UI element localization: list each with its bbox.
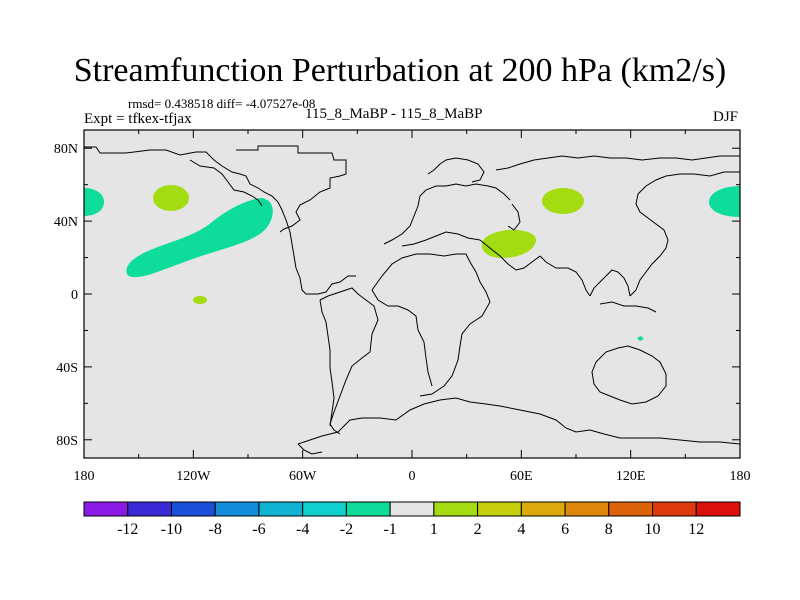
coastline-greenland [236, 145, 347, 233]
colorbar-swatch [564, 501, 610, 517]
colorbar-label: -1 [383, 521, 396, 538]
coastline-siberia [495, 155, 740, 171]
coastline-caspian [507, 203, 521, 231]
lat-tick-label: 80S [56, 434, 78, 449]
coastline-indonesia [599, 301, 657, 313]
coastline-south-america-west [319, 299, 335, 427]
colorbar-swatch [345, 501, 391, 517]
axis-ticks: 180 120W 60W 0 60E 120E 180 80N 40N 0 40S 80S [54, 130, 751, 484]
negative-anomaly-east-edge [709, 186, 740, 217]
colorbar-label: 8 [605, 521, 613, 538]
lat-tick-label: 80N [54, 142, 78, 157]
coastline-australia [591, 345, 667, 405]
colorbar-label: -2 [340, 521, 353, 538]
lat-tick-label: 40N [54, 215, 78, 230]
coastline-east-asia [629, 171, 740, 297]
colorbar-swatch [477, 501, 522, 517]
positive-anomaly-eastern-tropics [193, 296, 207, 304]
negative-anomaly-north-pacific [126, 198, 273, 278]
coastline-north-america [84, 146, 356, 295]
colorbar-label: -8 [209, 521, 222, 538]
positive-anomaly-central-asia [481, 229, 537, 258]
season-label: DJF [713, 109, 739, 125]
coastline-antarctic-peninsula [297, 443, 323, 455]
experiment-label: Expt = tfkex-tfjax [84, 111, 192, 127]
coastline-mediterranean [401, 231, 481, 247]
colorbar-swatch [652, 501, 697, 517]
colorbar-label: 6 [561, 521, 569, 538]
lat-tick-label: 0 [71, 288, 78, 303]
coastline-antarctica [297, 397, 740, 445]
coastline-africa-west [371, 289, 433, 387]
colorbar-swatch [127, 501, 172, 517]
colorbar-swatch [83, 501, 129, 517]
colorbar-swatch [258, 501, 304, 517]
coastline-hudson-bay [189, 159, 263, 207]
colorbar-swatch [389, 501, 435, 517]
colorbar-label: 10 [645, 521, 661, 538]
colorbar-swatch [520, 501, 566, 517]
coastline-south-america [319, 287, 379, 435]
colorbar-swatch [170, 501, 216, 517]
coastline-arabia [479, 239, 541, 271]
negative-anomaly-indian-ocean [637, 336, 644, 341]
colorbar-label: 12 [688, 521, 704, 538]
colorbar-swatch [302, 501, 347, 517]
lon-tick-label: 180 [74, 469, 95, 484]
colorbar-label: -12 [117, 521, 138, 538]
colorbar-label: -10 [161, 521, 182, 538]
colorbar: -12 -10 -8 -6 -4 -2 -1 1 2 4 6 8 10 12 [83, 501, 741, 538]
lon-tick-label: 60E [510, 469, 533, 484]
colorbar-label: 4 [517, 521, 525, 538]
lon-tick-label: 180 [730, 469, 751, 484]
colorbar-label: 1 [430, 521, 438, 538]
map-title: Streamfunction Perturbation at 200 hPa (… [73, 52, 727, 89]
coastlines [84, 145, 740, 455]
lon-tick-label: 120W [176, 469, 211, 484]
colorbar-swatch [695, 501, 741, 517]
coastline-europe [383, 183, 511, 245]
case-label: 115_8_MaBP - 115_8_MaBP [305, 106, 483, 122]
lat-tick-label: 40S [56, 361, 78, 376]
lon-tick-label: 0 [409, 469, 416, 484]
colorbar-label: 2 [474, 521, 482, 538]
positive-anomaly-north-pacific [153, 185, 189, 211]
colorbar-swatch [608, 501, 654, 517]
positive-anomaly-east-asia [542, 188, 584, 214]
lon-tick-label: 60W [289, 469, 317, 484]
colorbar-label: -6 [252, 521, 265, 538]
coastline-africa [371, 253, 491, 397]
negative-anomaly-west-edge [84, 188, 104, 216]
colorbar-swatch [433, 501, 479, 517]
lon-tick-label: 120E [616, 469, 646, 484]
colorbar-label: -4 [296, 521, 309, 538]
coastline-india [539, 255, 591, 297]
coastline-south-asia [589, 269, 631, 297]
colorbar-swatch [214, 501, 260, 517]
contour-fields [84, 185, 740, 341]
statistics-label: rmsd= 0.438518 diff= -4.07527e-08 [128, 96, 316, 111]
coastline-scandinavia [427, 157, 485, 183]
